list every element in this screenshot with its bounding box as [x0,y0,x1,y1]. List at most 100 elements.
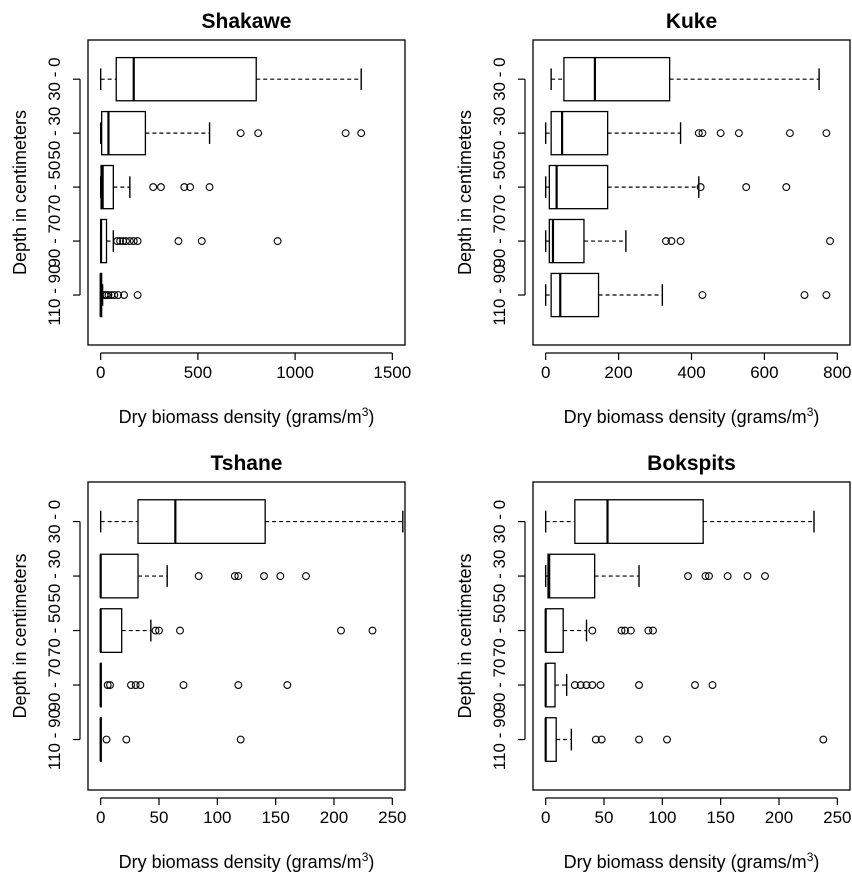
shakawe-y-tick-label: 90 - 70 [45,215,64,268]
kuke-y-tick-label: 30 - 0 [490,57,509,100]
bokspits-outlier-point [684,572,692,581]
shakawe-outlier-point [157,183,165,192]
bokspits-outlier-point [701,572,710,581]
tshane-outlier-point [260,572,268,581]
shakawe-outlier-point [122,237,130,246]
kuke-x-label-text: Dry biomass density (grams/m [564,407,807,427]
bokspits-box-rect [547,553,596,599]
bokspits-outlier-point [570,681,579,689]
tshane-y-tick-label: 50 - 30 [45,550,64,603]
shakawe-outlier-point [186,183,195,192]
tshane-outlier-point [234,681,243,689]
bokspits-box-1 [544,499,815,545]
tshane-outlier-point [236,735,245,744]
kuke-y-label: Depth in centimeters [455,110,475,275]
kuke-outlier-point [696,183,705,192]
shakawe-y-label: Depth in centimeters [10,110,30,275]
shakawe-y-tick-label: 30 - 0 [45,57,64,100]
shakawe-outlier-point [357,129,366,138]
shakawe-outlier-point [110,291,119,299]
kuke-plot-frame [532,39,851,346]
bokspits-outlier-point [596,681,605,689]
kuke-y-tick-label: 50 - 30 [490,107,509,160]
shakawe-outlier-point [254,129,263,138]
tshane-outlier-point [151,626,160,635]
shakawe-outlier-point [174,237,183,246]
kuke-box-rect [548,164,609,210]
tshane-x-tick-label: 100 [203,808,231,827]
kuke-outlier-point [742,183,751,192]
tshane-box-rect [100,608,123,653]
shakawe-box-2 [99,110,366,156]
bokspits-y-tick-label: 30 - 0 [490,500,509,543]
tshane-y-tick-label: 110 - 90 [45,709,64,770]
bokspits-plot-frame [532,481,851,791]
kuke-x-tick-label: 0 [541,363,550,382]
bokspits-outlier-point [723,572,732,581]
bokspits-box-rect [545,662,556,708]
tshane-outlier-point [283,681,292,689]
bokspits-outlier-point [691,681,699,689]
shakawe-x-label: Dry biomass density (grams/m3) [119,405,375,427]
bokspits-outlier-point [708,681,717,689]
kuke-outlier-point [826,237,834,246]
tshane-x-label-text: Dry biomass density (grams/m [119,852,362,872]
shakawe-y-tick-label: 110 - 90 [45,264,64,325]
shakawe-outlier-point [341,129,350,138]
shakawe-box-3 [99,164,214,210]
bokspits-outlier-point [635,735,643,744]
kuke-outlier-point [694,129,703,138]
kuke-outlier-point [822,129,831,138]
tshane-title: Tshane [211,452,283,475]
tshane-box-rect [100,553,139,599]
kuke-box-rect [550,110,609,156]
kuke-panel: Kuke 0 200 400 600 800 Dry biomass density (gr… [455,10,852,427]
bokspits-outlier-point [588,681,597,689]
kuke-outlier-point [800,291,809,299]
tshane-panel: Tshane 0 50 100 150 200 250 Dry biomass density… [10,452,407,872]
shakawe-x-label-superscript: 3 [362,405,369,419]
kuke-y-tick-label: 90 - 70 [490,215,509,268]
bokspits-y-label: Depth in centimeters [455,553,475,718]
kuke-box-1 [550,56,820,102]
bokspits-outlier-point [588,626,597,635]
bokspits-x-label-text: Dry biomass density (grams/m [564,852,807,872]
kuke-outlier-point [822,291,831,299]
shakawe-y-tick-label: 70 - 50 [45,161,64,214]
shakawe-outlier-point [129,237,138,246]
tshane-box-1 [99,499,404,545]
tshane-outlier-point [122,735,131,744]
tshane-outlier-point [194,572,203,581]
bokspits-x-label: Dry biomass density (grams/m3) [564,850,820,872]
tshane-outlier-point [103,681,112,689]
bokspits-x-label-superscript: 3 [807,850,814,864]
bokspits-x-tick-label: 100 [648,808,676,827]
tshane-x-tick-label: 0 [96,808,105,827]
tshane-outlier-point [230,572,239,581]
kuke-x-tick-label: 200 [604,363,632,382]
tshane-outlier-point [234,572,243,581]
tshane-outlier-point [106,681,114,689]
tshane-x-label-superscript: 3 [362,850,369,864]
kuke-outlier-point [662,237,670,246]
kuke-y-tick-label: 110 - 90 [490,264,509,325]
bokspits-outlier-point [591,735,600,744]
bokspits-outlier-point [663,735,671,744]
bokspits-outlier-point [621,626,629,635]
kuke-box-5 [544,272,831,318]
bokspits-outlier-point [644,626,653,635]
bokspits-outlier-point [761,572,769,581]
bokspits-title: Bokspits [647,452,736,475]
kuke-box-rect [550,272,600,318]
bokspits-x-tick-label: 0 [541,808,550,827]
bokspits-y-tick-label: 70 - 50 [490,604,509,657]
bokspits-x-tick-label: 150 [706,808,734,827]
shakawe-outlier-point [205,183,214,192]
shakawe-panel: Shakawe 0 500 1000 1500 Dry biomass density (… [10,10,411,427]
shakawe-box-4 [99,218,282,264]
shakawe-outlier-point [116,237,125,246]
bokspits-y-tick-label: 90 - 70 [490,659,509,712]
kuke-box-rect [563,56,671,102]
shakawe-outlier-point [236,129,245,138]
tshane-x-tick-label: 150 [261,808,289,827]
